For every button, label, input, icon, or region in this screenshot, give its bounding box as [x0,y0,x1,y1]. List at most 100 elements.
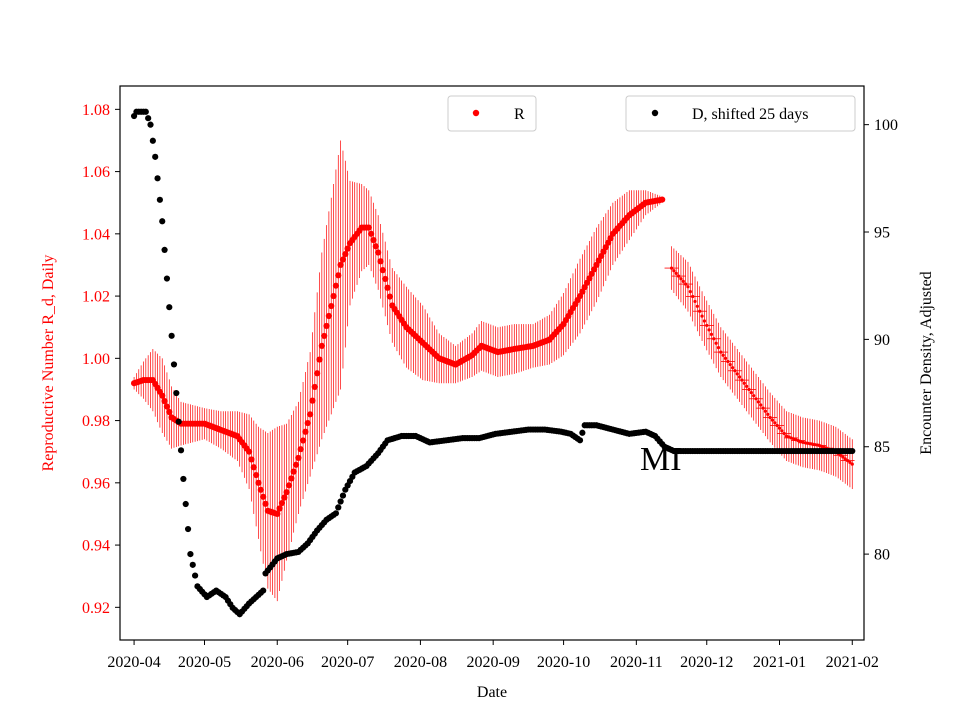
r-point [337,261,344,269]
r-point [716,346,721,350]
y-left-tick-label: 0.96 [82,475,110,492]
r-point [850,462,854,466]
r-point [292,461,300,468]
d-point [145,115,152,122]
r-point [714,341,718,345]
y-right-tick-label: 90 [874,332,890,349]
d-point [579,429,586,436]
r-point [712,337,716,341]
y-left-tick-label: 1.02 [82,289,110,306]
r-point [255,479,262,486]
r-point [311,383,318,391]
d-point [163,275,171,282]
r-point [257,486,264,493]
d-point [152,153,159,160]
r-point [723,356,728,360]
r-point [695,304,699,308]
r-point [707,328,711,332]
r-point [770,418,775,422]
x-tick-label: 2021-01 [753,654,806,671]
d-point [260,587,267,594]
r-point [848,460,852,464]
r-point [659,196,666,203]
d-point [142,108,149,115]
r-point [304,419,311,427]
d-point [161,246,168,254]
d-point [337,498,344,505]
r-point [386,293,394,300]
x-axis-label: Date [477,684,507,701]
x-tick-label: 2020-04 [107,654,160,671]
r-point [730,366,735,370]
r-point [342,250,349,258]
d-point [149,137,156,144]
d-point [192,572,199,579]
x-tick-label: 2021-02 [826,654,879,671]
r-point [726,359,730,364]
d-point [184,525,192,533]
y-left-tick-label: 1.08 [82,102,110,119]
r-point [250,464,257,471]
x-tick-label: 2020-05 [178,654,231,671]
legend-d-label: D, shifted 25 days [692,106,808,123]
r-point [735,372,739,376]
r-point [344,245,351,252]
r-point [328,302,335,310]
x-tick-label: 2020-07 [321,654,374,671]
d-point [154,175,161,182]
r-point [295,454,302,462]
r-point [759,403,763,407]
r-point [749,390,753,395]
chart-annotation: MI [640,441,682,478]
d-series [130,108,856,618]
r-point [721,353,725,357]
r-point [372,243,379,250]
legend-d-marker [651,109,659,117]
y-left-tick-label: 0.92 [82,600,110,617]
d-point [339,492,347,499]
r-point [159,392,166,399]
r-point [339,256,347,263]
legend-d: D, shifted 25 days [625,95,856,132]
r-point [330,292,337,300]
r-point [761,406,765,410]
d-point [147,121,154,128]
r-point [245,448,253,455]
r-point [316,356,323,363]
y-axis-right: 80 85 90 95 100 [864,117,898,564]
y-left-tick-label: 1.04 [82,226,110,243]
d-point [170,361,178,368]
r-point [742,381,746,385]
r-point [332,282,340,289]
r-point [274,510,281,518]
r-point [166,408,173,416]
r-point [843,457,847,461]
r-point [766,412,770,416]
r-point [679,277,683,281]
y-right-tick-label: 80 [874,547,890,564]
r-point [161,398,168,405]
d-point [180,475,187,483]
r-point [768,415,772,420]
r-point [681,279,685,284]
y-left-tick-label: 1.00 [82,351,110,368]
r-point [285,482,293,489]
r-point [686,285,690,289]
r-point [672,269,676,273]
x-axis: 2020-04 2020-05 2020-06 2020-07 2020-08 2020-… [107,640,879,671]
r-point [370,236,377,244]
r-point [384,284,391,291]
x-tick-label: 2020-10 [537,654,590,671]
r-point [754,397,758,401]
legend-r-marker [472,109,480,117]
r-point [740,378,744,382]
y-right-tick-label: 85 [874,439,890,456]
d-point [182,500,189,508]
r-point [248,456,255,463]
r-point [709,332,714,336]
d-point [166,304,173,311]
r-point [375,249,382,256]
r-point [288,475,295,482]
r-point [688,290,692,294]
